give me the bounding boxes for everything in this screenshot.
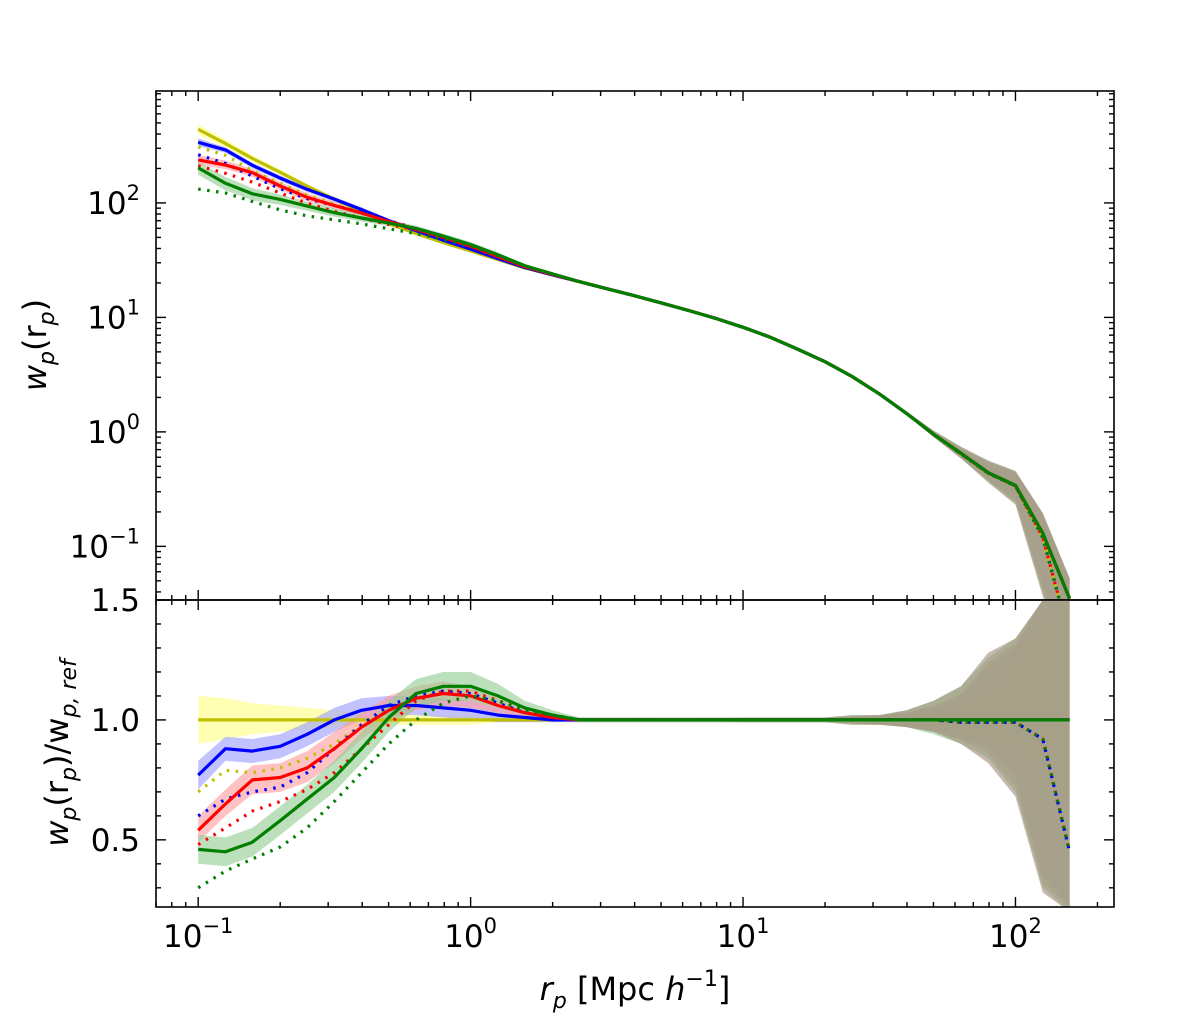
top-green-band: [198, 161, 1070, 600]
x-tick-label: 100: [444, 914, 497, 955]
top-frame: [155, 90, 1115, 601]
top-blue-band: [198, 138, 1070, 600]
bottom-y-tick-label: 1.0: [91, 703, 140, 739]
bottom-bands: [198, 600, 1070, 907]
x-tick-label: 10−1: [163, 914, 233, 955]
x-tick-label: 101: [717, 914, 770, 955]
top-panel: 10−1 100 101 102 wp(rp): [16, 90, 1115, 601]
top-line-red-dotted: [197, 164, 1062, 600]
top-bands: [198, 124, 1070, 600]
top-y-tick-label: 101: [87, 295, 140, 336]
bottom-frame: [155, 599, 1115, 908]
bottom-y-tick-label: 0.5: [91, 823, 140, 859]
top-lines: [197, 127, 1072, 600]
top-y-axis-title: wp(rp): [16, 299, 60, 391]
top-line-blue-dotted: [197, 153, 1062, 600]
top-line-yellow-dotted: [197, 145, 1062, 600]
bottom-y-axis-title: wp(rp)/wp, ref: [38, 656, 82, 847]
top-line-green-dotted: [197, 187, 1062, 600]
top-red-band: [198, 154, 1070, 600]
top-y-tick-label: 10−1: [70, 524, 140, 565]
top-ticks: 10−1 100 101 102: [70, 91, 1114, 600]
bottom-panel: 0.5 1.0 1.5 10−1 100 101 102 wp(rp)/wp, ref rp…: [38, 583, 1115, 1014]
bottom-y-tick-label: 1.5: [91, 583, 140, 619]
top-line-green-solid: [197, 166, 1072, 600]
x-axis-title: rp [Mpc h−1]: [540, 967, 731, 1014]
bottom-lines: [197, 684, 1072, 890]
x-tick-label: 102: [989, 914, 1042, 955]
bottom-line-green-dotted: [197, 694, 1072, 890]
top-line-red-solid: [197, 158, 1072, 600]
top-y-tick-label: 102: [87, 181, 140, 222]
top-y-tick-label: 100: [87, 410, 140, 451]
bottom-ticks: 0.5 1.0 1.5 10−1 100 101 102: [91, 583, 1114, 955]
